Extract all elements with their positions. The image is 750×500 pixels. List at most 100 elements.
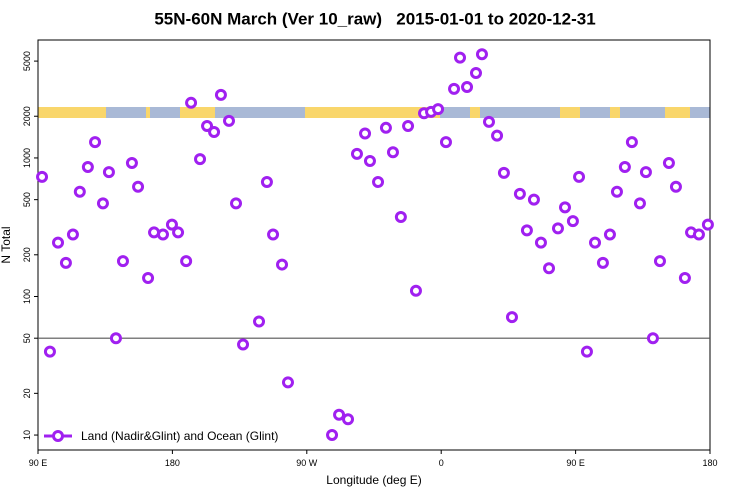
plot-frame xyxy=(37,39,711,451)
point xyxy=(363,155,376,168)
point xyxy=(402,120,415,133)
point xyxy=(646,332,659,345)
point xyxy=(132,180,145,193)
point xyxy=(230,197,243,210)
point xyxy=(692,228,705,241)
x-tick-label: 180 xyxy=(702,458,717,468)
y-tick-label: 100 xyxy=(22,289,32,304)
point xyxy=(596,256,609,269)
point xyxy=(260,176,273,189)
legend-marker xyxy=(52,430,64,442)
point xyxy=(116,255,129,268)
point xyxy=(610,185,623,198)
point xyxy=(208,125,221,138)
point xyxy=(386,146,399,159)
point xyxy=(43,345,56,358)
y-tick-label: 1000 xyxy=(22,148,32,168)
point xyxy=(603,228,616,241)
point xyxy=(653,255,666,268)
point xyxy=(469,67,482,80)
point xyxy=(222,114,235,127)
point xyxy=(36,170,49,183)
point xyxy=(185,96,198,109)
y-tick-label: 5000 xyxy=(22,51,32,71)
x-tick-label: 90 W xyxy=(296,458,318,468)
point xyxy=(669,180,682,193)
chart-title: 55N-60N March (Ver 10_raw) 2015-01-01 to… xyxy=(154,9,595,28)
point xyxy=(281,376,294,389)
point xyxy=(454,51,467,64)
point xyxy=(491,129,504,142)
point xyxy=(180,255,193,268)
point xyxy=(566,215,579,228)
legend-label: Land (Nadir&Glint) and Ocean (Glint) xyxy=(81,429,278,443)
point xyxy=(267,228,280,241)
point xyxy=(73,185,86,198)
y-axis-title: N Total xyxy=(0,226,13,263)
point xyxy=(156,228,169,241)
point xyxy=(513,187,526,200)
point xyxy=(96,197,109,210)
point xyxy=(89,136,102,149)
point xyxy=(618,161,631,174)
point xyxy=(639,166,652,179)
point xyxy=(359,127,372,140)
point xyxy=(625,136,638,149)
point xyxy=(326,429,339,442)
point xyxy=(497,166,510,179)
point xyxy=(194,153,207,166)
x-axis-title: Longitude (deg E) xyxy=(326,473,421,487)
point xyxy=(475,48,488,61)
point xyxy=(448,82,461,95)
point xyxy=(142,271,155,284)
point xyxy=(520,224,533,237)
point xyxy=(527,193,540,206)
point xyxy=(276,258,289,271)
x-tick-label: 0 xyxy=(439,458,444,468)
point xyxy=(534,236,547,249)
point xyxy=(214,88,227,101)
point xyxy=(589,236,602,249)
point xyxy=(580,345,593,358)
point xyxy=(52,236,65,249)
point xyxy=(505,311,518,324)
point xyxy=(701,218,714,231)
point xyxy=(350,147,363,160)
point xyxy=(379,121,392,134)
point xyxy=(201,120,214,133)
point xyxy=(66,228,79,241)
point xyxy=(558,201,571,214)
y-tick-label: 2000 xyxy=(22,106,32,126)
x-tick-label: 90 E xyxy=(566,458,585,468)
x-tick-label: 90 E xyxy=(29,458,48,468)
y-tick-label: 50 xyxy=(22,333,32,343)
point xyxy=(125,156,138,169)
y-tick-label: 20 xyxy=(22,388,32,398)
point xyxy=(342,413,355,426)
point xyxy=(109,332,122,345)
point xyxy=(662,156,675,169)
point xyxy=(432,103,445,116)
y-tick-label: 200 xyxy=(22,247,32,262)
point xyxy=(172,226,185,239)
point xyxy=(573,170,586,183)
x-tick-label: 180 xyxy=(165,458,180,468)
point xyxy=(59,256,72,269)
y-tick-label: 500 xyxy=(22,192,32,207)
point xyxy=(482,115,495,128)
land-ocean-strip xyxy=(38,107,710,118)
y-tick-label: 10 xyxy=(22,430,32,440)
point xyxy=(409,284,422,297)
point xyxy=(165,218,178,231)
point xyxy=(372,176,385,189)
point xyxy=(394,210,407,223)
point xyxy=(461,81,474,94)
point xyxy=(439,136,452,149)
point xyxy=(253,315,266,328)
point xyxy=(333,408,346,421)
point xyxy=(237,338,250,351)
point xyxy=(678,271,691,284)
point xyxy=(102,166,115,179)
point xyxy=(551,222,564,235)
